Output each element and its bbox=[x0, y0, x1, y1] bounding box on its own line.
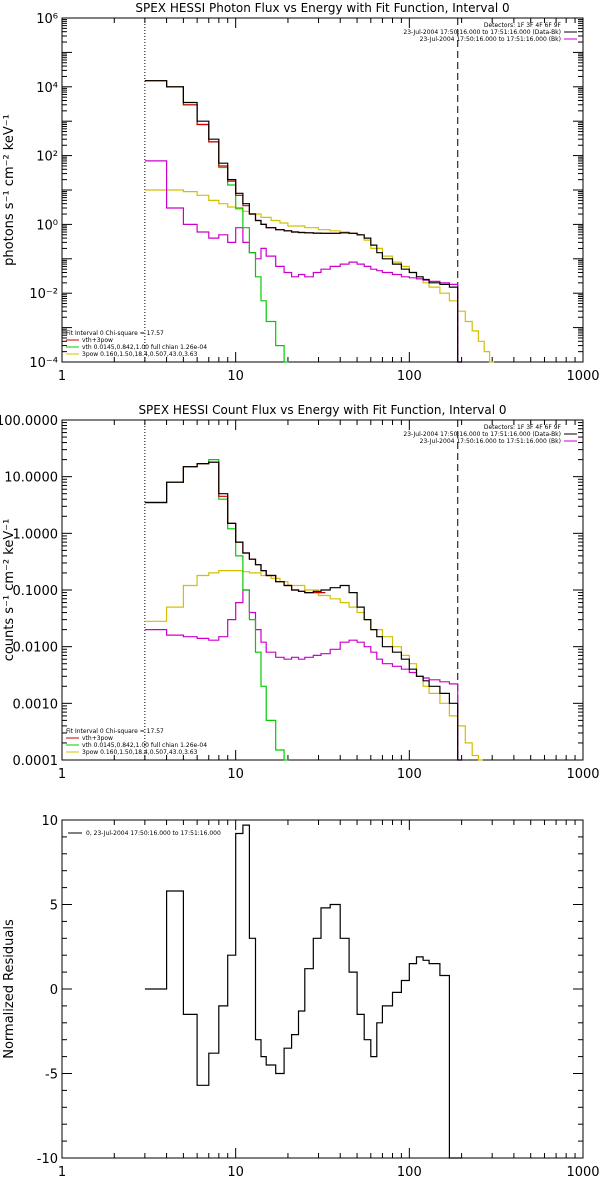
y-tick-label: -10 bbox=[37, 1152, 58, 1167]
series-3pow-line bbox=[144, 189, 494, 363]
chart-panel-1: SPEX HESSI Count Flux vs Energy with Fit… bbox=[0, 403, 600, 782]
series-bk-line bbox=[144, 160, 463, 363]
y-tick-label: 10⁻⁴ bbox=[29, 356, 58, 371]
y-tick-label: 5 bbox=[50, 899, 58, 914]
y-tick-label: 0.0010 bbox=[13, 697, 59, 712]
header-text: 23-Jul-2004 17:50:16.000 to 17:51:16.000… bbox=[420, 36, 561, 43]
y-tick-label: 10 bbox=[41, 814, 58, 829]
y-axis-label: Normalized Residuals bbox=[2, 919, 17, 1059]
y-tick-label: 100.0000 bbox=[0, 414, 58, 429]
header-text: 23-Jul-2004 17:50:16.000 to 17:51:16.000… bbox=[403, 29, 561, 36]
y-axis-label: photons s⁻¹ cm⁻² keV⁻¹ bbox=[2, 114, 17, 266]
fit-info-text: vth 0.0145,0.842,1.00 full chian 1.26e-0… bbox=[82, 344, 207, 351]
y-tick-label: 10⁶ bbox=[36, 12, 58, 27]
series-data-line bbox=[144, 461, 463, 761]
x-tick-label: 1 bbox=[58, 767, 66, 782]
x-tick-label: 10 bbox=[227, 369, 244, 384]
x-tick-label: 1000 bbox=[566, 767, 599, 782]
series-data-line bbox=[144, 824, 463, 1159]
fit-info-text: vth+3pow bbox=[82, 735, 113, 742]
chart-title: SPEX HESSI Count Flux vs Energy with Fit… bbox=[138, 403, 506, 417]
plot-frame bbox=[61, 819, 584, 1159]
fit-info-text: 3pow 0.160,1.50,18.4,0.507,43.0,3.63 bbox=[82, 351, 198, 358]
y-tick-label: 0.0100 bbox=[13, 641, 59, 656]
x-tick-label: 1000 bbox=[566, 1165, 599, 1180]
chart-title: SPEX HESSI Photon Flux vs Energy with Fi… bbox=[135, 1, 509, 15]
x-tick-label: 1 bbox=[58, 369, 66, 384]
chart-panel-2: 1 10 100 1000 -10 -5 0 5 10 Normalized Residuals 0… bbox=[2, 814, 600, 1180]
y-tick-label: 10.0000 bbox=[4, 471, 58, 486]
x-tick-label: 100 bbox=[397, 767, 422, 782]
y-tick-label: 10⁰ bbox=[36, 218, 58, 233]
legend-text: 0, 23-Jul-2004 17:50:16.000 to 17:51:16.… bbox=[86, 830, 221, 837]
fit-info-text: Fit Interval 0 Chi-square = 17.57 bbox=[66, 330, 164, 337]
x-tick-label: 1 bbox=[58, 1165, 66, 1180]
y-tick-label: 1.0000 bbox=[13, 527, 59, 542]
series-fit_total-line bbox=[144, 80, 362, 236]
y-tick-label: 0.1000 bbox=[13, 584, 59, 599]
header-text: 23-Jul-2004 17:50:16.000 to 17:51:16.000… bbox=[420, 438, 561, 445]
x-tick-label: 100 bbox=[397, 369, 422, 384]
series-vth-line bbox=[144, 80, 289, 363]
y-tick-label: 0 bbox=[50, 983, 58, 998]
series-data-line bbox=[144, 80, 463, 363]
y-tick-label: 10² bbox=[36, 150, 58, 165]
y-axis-label: counts s⁻¹ cm⁻² keV⁻¹ bbox=[2, 519, 17, 662]
series-bk-line bbox=[144, 589, 463, 761]
plot-frame bbox=[61, 17, 584, 363]
x-tick-label: 1000 bbox=[566, 369, 599, 384]
y-tick-label: 0.0001 bbox=[13, 754, 59, 769]
fit-info-text: vth 0.0145,0.842,1.00 full chian 1.26e-0… bbox=[82, 742, 207, 749]
y-tick-label: 10⁻² bbox=[29, 287, 58, 302]
chart-panel-0: SPEX HESSI Photon Flux vs Energy with Fi… bbox=[2, 1, 600, 384]
x-tick-label: 100 bbox=[397, 1165, 422, 1180]
fit-info-text: Fit Interval 0 Chi-square = 17.57 bbox=[66, 728, 164, 735]
header-text: Detectors: 1F 3F 4F 6F 9F bbox=[484, 22, 562, 29]
x-tick-label: 10 bbox=[227, 767, 244, 782]
series-3pow-line bbox=[144, 570, 483, 761]
fit-info-text: vth+3pow bbox=[82, 337, 113, 344]
header-text: Detectors: 1F 3F 4F 6F 9F bbox=[484, 424, 562, 431]
header-text: 23-Jul-2004 17:50:16.000 to 17:51:16.000… bbox=[403, 431, 561, 438]
y-tick-label: -5 bbox=[45, 1068, 58, 1083]
y-tick-label: 10⁴ bbox=[36, 81, 58, 96]
x-tick-label: 10 bbox=[227, 1165, 244, 1180]
fit-info-text: 3pow 0.160,1.50,18.4,0.507,43.0,3.63 bbox=[82, 749, 198, 756]
